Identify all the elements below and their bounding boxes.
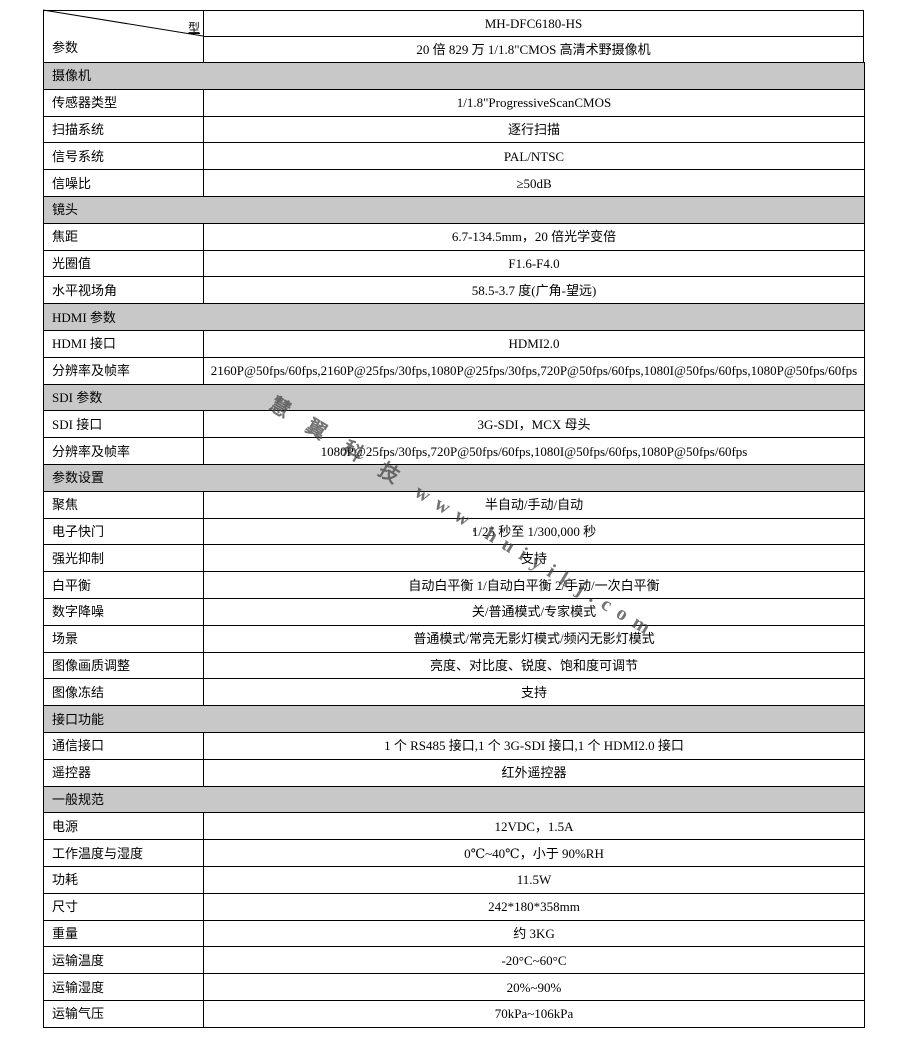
row-value: 70kPa~106kPa [203, 1000, 865, 1028]
row-value: -20°C~60°C [203, 946, 865, 975]
row-value: ≥50dB [203, 169, 865, 197]
row-value: 3G-SDI，MCX 母头 [203, 410, 865, 439]
row-value: 1080P@25fps/30fps,720P@50fps/60fps,1080I… [203, 437, 865, 465]
row-label: 传感器类型 [43, 88, 204, 117]
row-label: 光圈值 [43, 249, 204, 278]
row-label: 重量 [43, 919, 204, 948]
model: MH-DFC6180-HS [203, 10, 864, 37]
section-title: SDI 参数 [43, 383, 865, 412]
diagonal [42, 9, 204, 37]
row-label: 运输温度 [43, 946, 204, 975]
row-label: 水平视场角 [43, 276, 204, 305]
row-label: 焦距 [43, 222, 204, 251]
row-value: 11.5W [203, 866, 865, 894]
row-value: 逐行扫描 [203, 115, 865, 144]
row-value: 242*180*358mm [203, 892, 865, 921]
description: 20 倍 829 万 1/1.8"CMOS 高清术野摄像机 [203, 36, 864, 63]
corner-top: 型 [188, 21, 201, 35]
row-value: F1.6-F4.0 [203, 249, 865, 278]
row-value: 支持 [203, 544, 865, 573]
row-label: 白平衡 [43, 571, 204, 599]
row-label: 运输湿度 [43, 973, 204, 1001]
row-label: 遥控器 [43, 758, 204, 787]
row-label: 扫描系统 [43, 115, 204, 144]
row-label: 运输气压 [43, 1000, 204, 1028]
row-label: 信号系统 [43, 142, 204, 171]
row-value: 1/1.8"ProgressiveScanCMOS [203, 88, 865, 117]
row-label: 聚焦 [43, 490, 204, 519]
section-title: 一般规范 [43, 785, 865, 814]
row-label: 数字降噪 [43, 598, 204, 626]
row-value: 0℃~40℃，小于 90%RH [203, 839, 865, 867]
row-label: 场景 [43, 624, 204, 653]
row-value: 关/普通模式/专家模式 [203, 598, 865, 626]
section-title: 镜头 [43, 196, 865, 224]
row-label: 尺寸 [43, 892, 204, 921]
row-value: 2160P@50fps/60fps,2160P@25fps/30fps,1080… [203, 356, 865, 385]
row-label: 电源 [43, 812, 204, 841]
row-value: 12VDC，1.5A [203, 812, 865, 841]
row-label: SDI 接口 [43, 410, 204, 439]
section-title: 接口功能 [43, 705, 865, 733]
row-value: 58.5-3.7 度(广角-望远) [203, 276, 865, 305]
section-title: 参数设置 [43, 464, 865, 492]
row-label: 分辨率及帧率 [43, 356, 204, 385]
row-label: 图像画质调整 [43, 651, 204, 680]
row-value: 普通模式/常亮无影灯模式/频闪无影灯模式 [203, 624, 865, 653]
row-value: 1/25 秒至 1/300,000 秒 [203, 517, 865, 546]
row-value: 半自动/手动/自动 [203, 490, 865, 519]
row-value: PAL/NTSC [203, 142, 865, 171]
row-value: 20%~90% [203, 973, 865, 1001]
row-label: 工作温度与湿度 [43, 839, 204, 867]
row-value: 6.7-134.5mm，20 倍光学变倍 [203, 222, 865, 251]
row-value: 约 3KG [203, 919, 865, 948]
row-label: 通信接口 [43, 732, 204, 760]
section-title: HDMI 参数 [43, 303, 865, 331]
row-value: 1 个 RS485 接口,1 个 3G-SDI 接口,1 个 HDMI2.0 接… [203, 732, 865, 760]
row-label: HDMI 接口 [43, 330, 204, 358]
section-title: 摄像机 [43, 62, 865, 90]
row-value: 红外遥控器 [203, 758, 865, 787]
row-value: 自动白平衡 1/自动白平衡 2/手动/一次白平衡 [203, 571, 865, 599]
row-label: 分辨率及帧率 [43, 437, 204, 465]
row-label: 功耗 [43, 866, 204, 894]
row-value: HDMI2.0 [203, 330, 865, 358]
row-label: 电子快门 [43, 517, 204, 546]
corner-bottom: 参数 [52, 40, 79, 55]
row-value: 亮度、对比度、锐度、饱和度可调节 [203, 651, 865, 680]
row-label: 信噪比 [43, 169, 204, 197]
row-value: 支持 [203, 678, 865, 707]
row-label: 强光抑制 [43, 544, 204, 573]
row-label: 图像冻结 [43, 678, 204, 707]
